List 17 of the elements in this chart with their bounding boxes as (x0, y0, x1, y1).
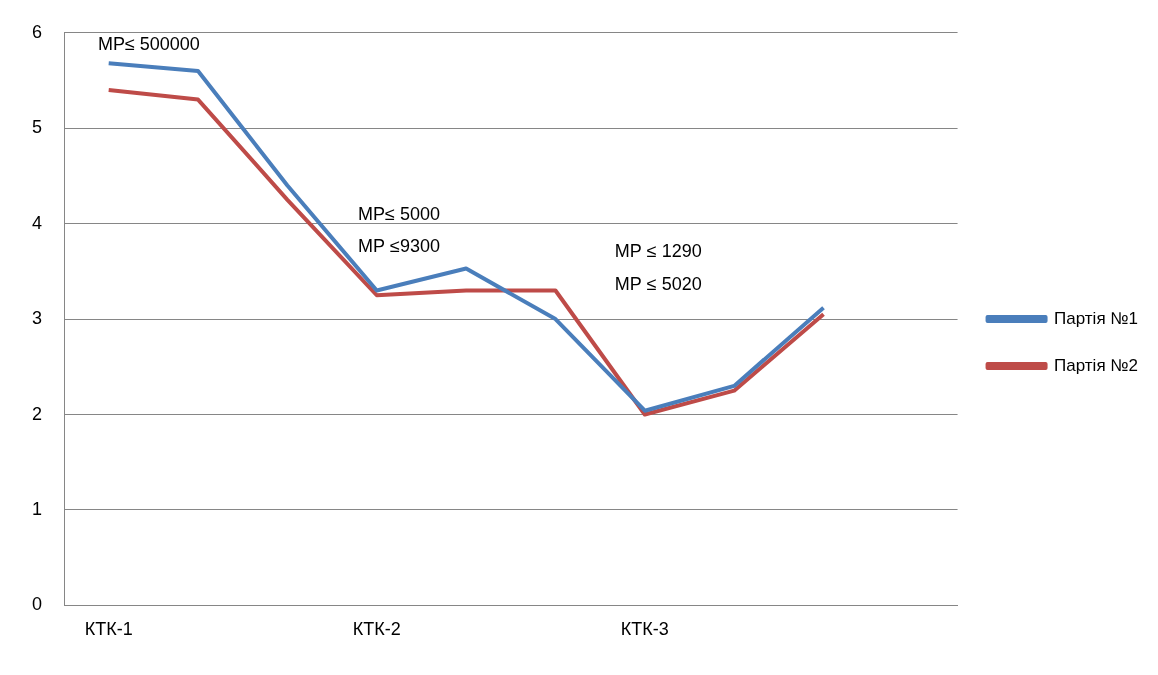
annotation: МР≤ 500000 (97, 34, 200, 55)
annotation: МР ≤ 5020 (614, 273, 702, 294)
y-tick-label: 6 (32, 21, 43, 42)
y-tick-label: 0 (32, 594, 43, 615)
y-tick-label: 3 (32, 308, 43, 329)
annotation: МР ≤ 1290 (614, 241, 702, 262)
annotation: МР ≤9300 (358, 235, 441, 256)
annotation: МР≤ 5000 (358, 204, 441, 225)
x-tick-label: КТК-2 (352, 619, 401, 640)
y-tick-label: 2 (32, 403, 43, 424)
legend-label: Партія №2 (1054, 355, 1138, 375)
y-tick-label: 1 (32, 498, 43, 519)
y-tick-label: 5 (32, 117, 43, 138)
x-tick-label: КТК-3 (620, 619, 669, 640)
x-tick-label: КТК-1 (84, 619, 133, 640)
y-tick-label: 4 (32, 212, 43, 233)
legend-label: Партія №1 (1054, 308, 1138, 328)
